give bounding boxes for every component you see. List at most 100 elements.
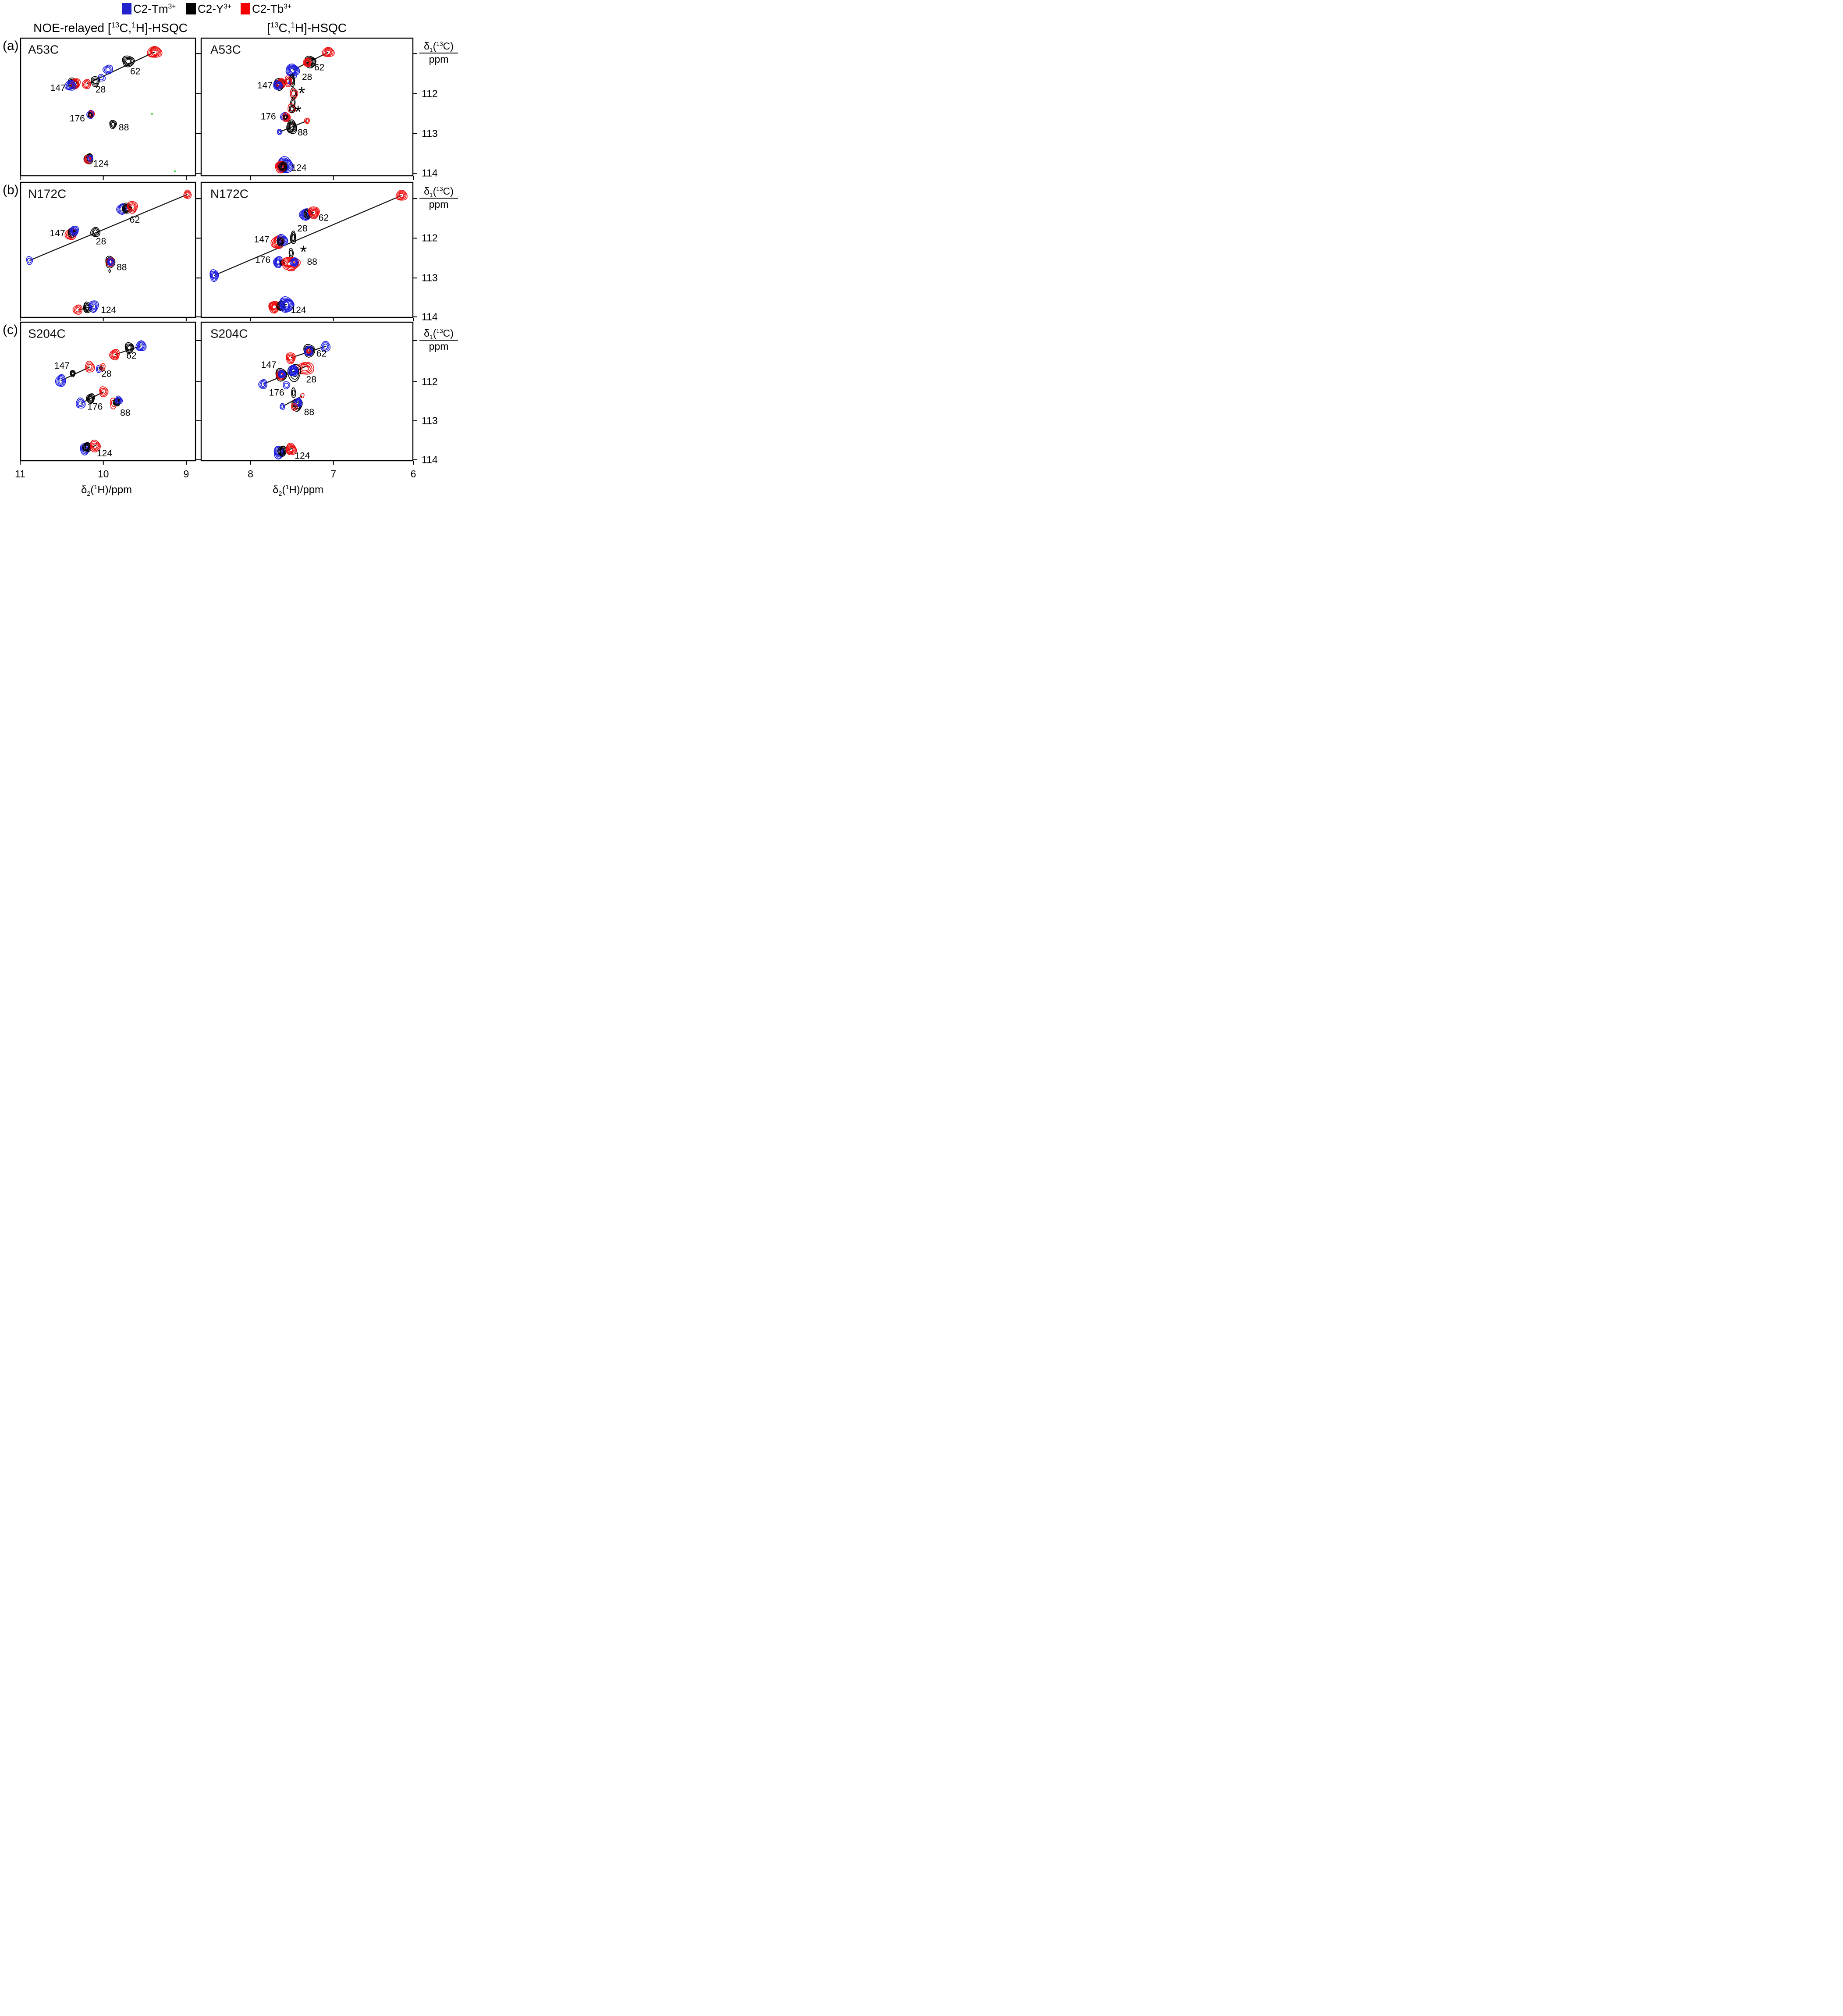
- contour-ring: [71, 228, 78, 235]
- peak-contours-black: [124, 342, 135, 354]
- peak-contours-red: [127, 201, 138, 214]
- contour-ring: [274, 257, 281, 267]
- peak-label-28: 28: [302, 72, 312, 82]
- contour-ring: [281, 299, 292, 310]
- contour-ring: [117, 398, 121, 403]
- peak-contours-red: [268, 301, 281, 314]
- contour-ring: [115, 395, 123, 405]
- peak-label-124: 124: [291, 305, 306, 315]
- contour-ring: [92, 78, 98, 84]
- fraction-bar: [419, 339, 458, 341]
- contour-ring: [292, 404, 297, 409]
- contour-ring: [210, 269, 219, 282]
- contour-ring: [303, 345, 313, 356]
- peak-contours-black: [290, 231, 297, 244]
- contour-ring: [88, 156, 92, 161]
- text-segment: 1: [429, 46, 433, 53]
- contour-ring: [282, 300, 291, 309]
- text-segment: δ: [81, 484, 87, 496]
- text-segment: 3+: [284, 3, 292, 11]
- contour-ring: [91, 77, 99, 86]
- peak-label-62: 62: [316, 349, 327, 359]
- text-segment: 1: [94, 484, 98, 491]
- contour-ring: [89, 300, 99, 313]
- contour-ring: [281, 164, 285, 169]
- contour-ring: [80, 443, 90, 456]
- contour-ring: [128, 202, 137, 213]
- contour-ring: [273, 81, 282, 89]
- column-title: NOE-relayed [13C,1H]-HSQC: [33, 21, 188, 35]
- peak-contours-red: [302, 57, 312, 68]
- contour-ring: [99, 75, 104, 81]
- contour-ring: [286, 444, 297, 455]
- contour-ring: [275, 258, 281, 266]
- fraction-bar: [419, 198, 458, 199]
- contour-ring: [87, 155, 93, 162]
- y-axis-title-numerator: δ1(13C): [419, 40, 458, 53]
- contour-ring: [270, 303, 278, 311]
- peak-label-176: 176: [87, 402, 103, 412]
- contour-ring: [289, 366, 298, 376]
- contour-ring: [277, 130, 282, 134]
- peak-contours-red: [322, 47, 335, 57]
- row-letter: (b): [3, 183, 19, 197]
- contour-ring: [399, 193, 405, 199]
- contour-ring: [296, 400, 300, 405]
- contour-ring: [307, 349, 311, 353]
- peak-contours-blue: [64, 80, 77, 91]
- contour-ring: [81, 444, 89, 455]
- peak-label-124: 124: [295, 451, 310, 461]
- contour-ring: [89, 396, 93, 401]
- contour-ring: [279, 162, 287, 171]
- peak-contours-black: [86, 393, 95, 404]
- contour-ring: [291, 368, 296, 374]
- peak-contours-blue: [288, 81, 291, 85]
- peak-contours-blue: [288, 364, 299, 377]
- contour-ring: [70, 370, 76, 377]
- contour-ring: [288, 446, 295, 453]
- spectrum-svg: 62 147 28 88 124 N172C: [20, 181, 199, 321]
- overlap-asterisk: *: [295, 103, 302, 122]
- text-segment: [: [266, 21, 270, 35]
- text-segment: 13: [111, 21, 120, 29]
- peak-contours-blue: [75, 397, 86, 409]
- contour-ring: [279, 371, 284, 377]
- text-segment: 2: [87, 490, 91, 498]
- contour-ring: [148, 47, 161, 57]
- contour-ring: [292, 260, 296, 264]
- peak-label-62: 62: [319, 213, 329, 223]
- spectrum-panel-a-left: 147 62 28 176 88 124 A53C: [20, 37, 199, 180]
- contour-ring: [147, 46, 163, 58]
- contour-ring: [302, 57, 312, 68]
- contour-ring: [57, 376, 64, 385]
- contour-ring: [285, 77, 291, 86]
- contour-ring: [88, 395, 93, 402]
- peak-contours-red: [72, 304, 83, 315]
- contour-ring: [305, 118, 309, 123]
- nmr-figure: C2-Tm3+ C2-Y3+ C2-Tb3+ NOE-relayed [13C,1H…: [0, 0, 461, 504]
- text-segment: C): [443, 40, 454, 52]
- contour-ring: [286, 64, 299, 76]
- contour-ring: [288, 105, 296, 114]
- peak-contours-blue: [69, 225, 79, 237]
- peak-label-176: 176: [70, 114, 85, 124]
- contour-ring: [212, 273, 217, 278]
- contour-ring: [311, 210, 316, 215]
- contour-ring: [273, 80, 283, 90]
- spectrum-svg: 147 62 28 176 88 124 S204C: [20, 321, 199, 465]
- y-axis-title-denominator: ppm: [429, 340, 449, 352]
- peak-contours-black: [90, 76, 100, 87]
- contour-ring: [305, 347, 312, 355]
- text-segment: C,: [119, 21, 132, 35]
- text-segment: C,: [278, 21, 291, 35]
- contour-ring: [397, 191, 407, 200]
- legend-label: C2-Tm3+: [133, 3, 176, 14]
- contour-ring: [272, 304, 277, 309]
- contour-ring: [290, 366, 297, 375]
- contour-ring: [85, 444, 89, 450]
- text-segment: C2-Tb: [252, 2, 284, 15]
- contour-ring: [280, 163, 286, 170]
- contour-ring: [277, 237, 284, 246]
- contour-ring: [71, 372, 75, 376]
- contour-ring: [285, 352, 296, 364]
